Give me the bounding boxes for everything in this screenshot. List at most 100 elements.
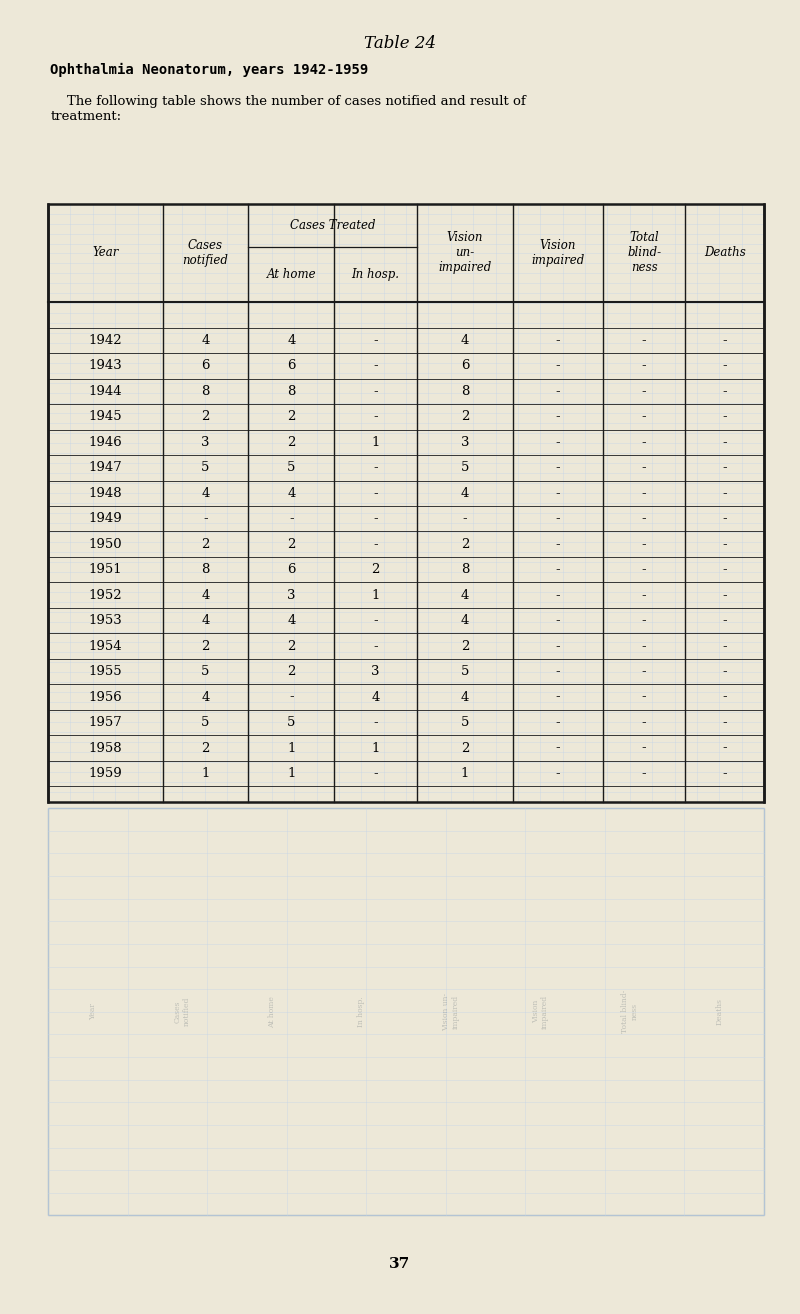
Text: 4: 4: [461, 589, 470, 602]
Text: -: -: [722, 486, 727, 499]
Text: -: -: [462, 512, 467, 526]
Text: 37: 37: [390, 1257, 410, 1271]
Text: -: -: [374, 537, 378, 551]
Text: 1945: 1945: [89, 410, 122, 423]
Text: -: -: [722, 589, 727, 602]
Text: -: -: [374, 461, 378, 474]
Text: 1958: 1958: [89, 741, 122, 754]
Text: -: -: [374, 334, 378, 347]
Text: 2: 2: [287, 640, 296, 653]
Text: -: -: [374, 614, 378, 627]
Text: 8: 8: [461, 385, 470, 398]
Text: 5: 5: [202, 461, 210, 474]
Text: -: -: [556, 334, 561, 347]
Text: Cases
notified: Cases notified: [182, 239, 229, 267]
Text: -: -: [289, 512, 294, 526]
Text: 8: 8: [202, 564, 210, 577]
Text: Total
blind-
ness: Total blind- ness: [627, 231, 661, 275]
Text: -: -: [374, 486, 378, 499]
Text: 2: 2: [371, 564, 380, 577]
Text: Vision
impaired: Vision impaired: [531, 239, 585, 267]
Text: 1: 1: [202, 767, 210, 781]
Text: -: -: [556, 665, 561, 678]
Text: 1943: 1943: [89, 360, 122, 372]
Text: 4: 4: [461, 691, 470, 703]
Text: 2: 2: [202, 741, 210, 754]
Text: -: -: [556, 614, 561, 627]
Text: 5: 5: [202, 665, 210, 678]
Text: 1947: 1947: [89, 461, 122, 474]
Text: 4: 4: [202, 589, 210, 602]
Text: Deaths: Deaths: [704, 247, 746, 259]
Bar: [48, 204, 764, 802]
Text: -: -: [722, 360, 727, 372]
Text: 1949: 1949: [89, 512, 122, 526]
Text: 1959: 1959: [89, 767, 122, 781]
Text: -: -: [374, 767, 378, 781]
Text: -: -: [722, 640, 727, 653]
Text: 4: 4: [202, 486, 210, 499]
Text: -: -: [722, 334, 727, 347]
Text: 1955: 1955: [89, 665, 122, 678]
Text: 2: 2: [461, 640, 470, 653]
Text: 3: 3: [202, 436, 210, 449]
Text: -: -: [722, 461, 727, 474]
Text: 1952: 1952: [89, 589, 122, 602]
Text: 1951: 1951: [89, 564, 122, 577]
Text: -: -: [642, 334, 646, 347]
Text: 1957: 1957: [89, 716, 122, 729]
Text: -: -: [642, 486, 646, 499]
Text: 4: 4: [461, 614, 470, 627]
Text: 5: 5: [461, 461, 470, 474]
Text: 5: 5: [287, 461, 296, 474]
Text: 4: 4: [202, 691, 210, 703]
Text: 1942: 1942: [89, 334, 122, 347]
Text: -: -: [642, 640, 646, 653]
Text: 1: 1: [461, 767, 470, 781]
Text: 4: 4: [287, 614, 296, 627]
Text: -: -: [556, 385, 561, 398]
Text: 4: 4: [461, 334, 470, 347]
Text: 1948: 1948: [89, 486, 122, 499]
Text: Year: Year: [92, 247, 118, 259]
Text: -: -: [556, 716, 561, 729]
Text: 1944: 1944: [89, 385, 122, 398]
Text: 4: 4: [371, 691, 380, 703]
Text: -: -: [556, 512, 561, 526]
Text: 6: 6: [287, 564, 296, 577]
Text: 4: 4: [287, 334, 296, 347]
Text: 1956: 1956: [89, 691, 122, 703]
Text: Ophthalmia Neonatorum, years 1942-1959: Ophthalmia Neonatorum, years 1942-1959: [50, 63, 369, 78]
Text: -: -: [556, 537, 561, 551]
Text: 2: 2: [461, 537, 470, 551]
Text: -: -: [374, 640, 378, 653]
Text: -: -: [722, 436, 727, 449]
Text: 4: 4: [202, 334, 210, 347]
Text: 1950: 1950: [89, 537, 122, 551]
Text: -: -: [642, 665, 646, 678]
Text: -: -: [642, 461, 646, 474]
Text: 4: 4: [202, 614, 210, 627]
Text: -: -: [642, 767, 646, 781]
Text: -: -: [722, 537, 727, 551]
Text: -: -: [722, 716, 727, 729]
Text: At home: At home: [268, 996, 276, 1028]
Text: Vision un-
impaired: Vision un- impaired: [442, 992, 459, 1031]
Text: 2: 2: [287, 410, 296, 423]
Text: -: -: [642, 385, 646, 398]
Text: Year: Year: [89, 1004, 97, 1020]
Text: 1: 1: [287, 767, 296, 781]
Text: -: -: [642, 614, 646, 627]
Text: 1: 1: [371, 436, 380, 449]
Text: -: -: [642, 691, 646, 703]
Text: 4: 4: [287, 486, 296, 499]
Text: 1954: 1954: [89, 640, 122, 653]
Text: 6: 6: [461, 360, 470, 372]
Text: 2: 2: [202, 640, 210, 653]
Text: -: -: [642, 564, 646, 577]
Text: 1: 1: [371, 589, 380, 602]
Text: -: -: [642, 716, 646, 729]
Text: -: -: [722, 564, 727, 577]
Text: 2: 2: [287, 436, 296, 449]
Text: 5: 5: [461, 665, 470, 678]
